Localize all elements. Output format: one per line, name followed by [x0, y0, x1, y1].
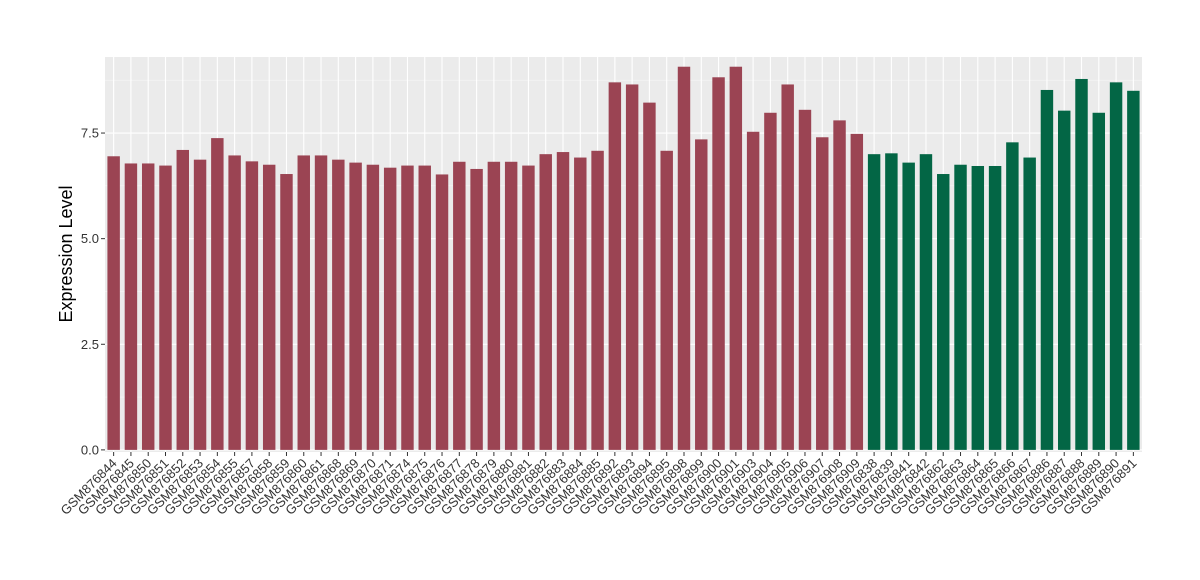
bar — [729, 66, 743, 450]
y-tick-label: 0.0 — [81, 442, 99, 457]
x-axis: GSM876844GSM876845GSM876850GSM876851GSM8… — [58, 452, 1139, 518]
bar — [1092, 112, 1106, 450]
bar — [816, 137, 829, 450]
bar — [228, 155, 241, 450]
bar — [159, 165, 172, 450]
bar — [712, 77, 725, 450]
bar — [954, 164, 967, 450]
bar — [504, 161, 518, 450]
bar — [1040, 89, 1054, 450]
bar — [937, 174, 950, 450]
bar — [574, 157, 587, 450]
bar — [435, 174, 449, 450]
bar — [919, 154, 933, 450]
bar — [556, 152, 570, 450]
bar — [833, 120, 846, 450]
bar — [314, 155, 328, 450]
y-tick-label: 2.5 — [81, 337, 99, 352]
bar — [902, 162, 915, 450]
bar — [677, 66, 691, 450]
bar — [280, 174, 293, 450]
bar — [1023, 157, 1036, 450]
bar — [625, 84, 639, 450]
y-tick-label: 5.0 — [81, 231, 99, 246]
bar — [211, 138, 224, 450]
bar — [470, 168, 483, 450]
bar — [591, 150, 604, 450]
bar — [850, 133, 864, 450]
bar — [695, 139, 708, 450]
bar — [487, 161, 501, 450]
bar — [193, 159, 207, 450]
bar — [366, 164, 380, 450]
bar — [418, 165, 431, 450]
bar — [522, 165, 535, 450]
bar — [1109, 82, 1123, 450]
bar — [297, 155, 310, 450]
y-tick-label: 7.5 — [81, 126, 99, 141]
bar — [798, 109, 812, 450]
bars — [107, 66, 1140, 450]
bar — [1075, 78, 1088, 450]
bar — [988, 165, 1002, 450]
bar — [262, 164, 276, 450]
bar — [176, 149, 189, 450]
y-axis: 0.0 2.5 5.0 7.5 — [81, 126, 105, 457]
bar — [539, 154, 552, 450]
bar — [781, 84, 794, 450]
bar — [660, 150, 673, 450]
bar — [1127, 90, 1140, 450]
bar — [383, 167, 397, 450]
bar — [141, 163, 155, 450]
bar — [971, 165, 985, 450]
bar — [1006, 142, 1019, 450]
bar — [349, 162, 362, 450]
y-axis-title: Expression Level — [56, 185, 76, 322]
bar — [746, 131, 760, 450]
bar — [885, 153, 898, 450]
bar — [867, 154, 881, 450]
bar — [401, 165, 414, 450]
bar — [643, 102, 656, 450]
bar — [107, 156, 120, 450]
bar — [608, 82, 622, 450]
bar — [245, 161, 259, 450]
bar — [453, 161, 466, 450]
plot-background — [105, 57, 1142, 452]
bar — [1058, 110, 1071, 450]
bar — [332, 159, 345, 450]
bar — [124, 163, 138, 450]
bar — [764, 112, 777, 450]
